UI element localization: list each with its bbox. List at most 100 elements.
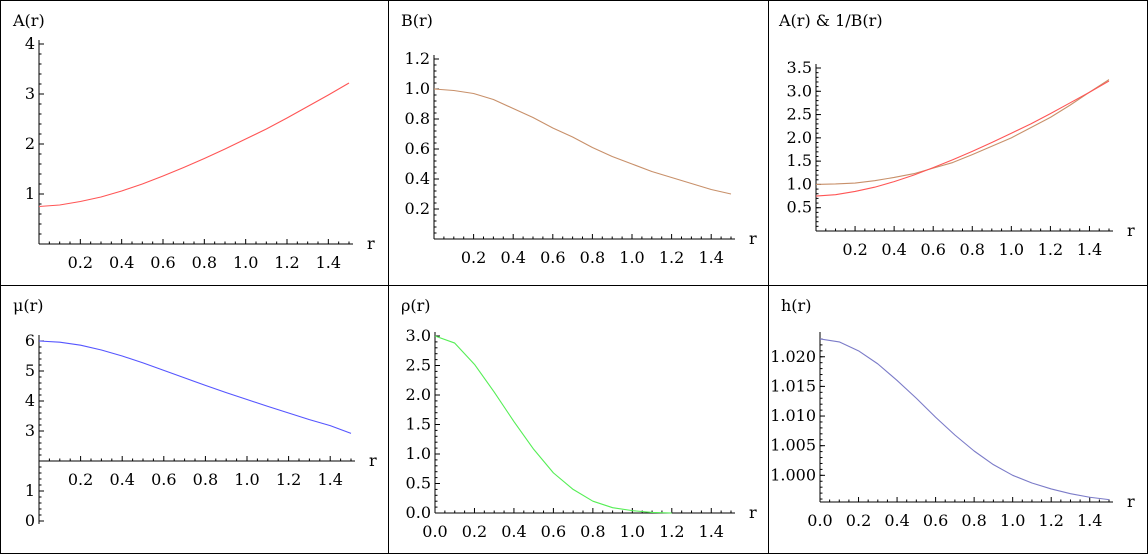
x-tick-label: 1.4 [316, 253, 341, 272]
x-tick-label: 1.0 [999, 240, 1024, 259]
y-tick-label: 0.6 [405, 139, 430, 158]
chart-title: A(r) [12, 11, 45, 30]
chart-svg: μ(r) r 0.2 0.4 0.6 0.8 1.0 1.2 1.4 0 1 3 4 5 6 [13, 296, 377, 530]
x-tick-label: 1.4 [317, 470, 342, 489]
y-tick-label: 0.0 [406, 503, 431, 522]
x-tick-label: 0.8 [193, 470, 218, 489]
series-line-1 [433, 88, 732, 195]
x-tick-label: 1.0 [233, 253, 258, 272]
x-tick-label: 0.4 [881, 240, 906, 259]
x-tick-label: 1.2 [276, 470, 301, 489]
x-tick-label: 1.4 [1077, 511, 1102, 530]
x-axis-label: r [1127, 221, 1135, 240]
y-tick-label: 3.5 [787, 58, 812, 77]
y-tick-label: 1.5 [787, 151, 812, 170]
x-tick-label: 0.6 [151, 470, 176, 489]
x-axis-label: r [1127, 492, 1135, 511]
chart-panel-6: h(r) r 0.0 0.2 0.4 0.6 0.8 1.0 1.2 1.4 1.000 1.005 1… [769, 286, 1148, 554]
x-tick-label: 0.2 [68, 470, 93, 489]
x-tick-label: 0.4 [501, 522, 526, 541]
x-tick-label: 1.2 [274, 253, 299, 272]
x-tick-label: 0.6 [541, 522, 566, 541]
chart-panel-3: A(r) & 1/B(r) r 0.2 0.4 0.6 0.8 1.0 1.2 1.4 0.5 1.… [769, 0, 1148, 286]
chart-title: μ(r) [13, 296, 44, 315]
y-tick-label: 1.010 [770, 406, 816, 425]
x-tick-label: 0.6 [923, 511, 948, 530]
x-tick-label: 0.6 [540, 248, 565, 267]
series-line-1 [38, 340, 352, 434]
y-tick-label: 2.0 [406, 385, 431, 404]
y-tick-label: 4 [25, 391, 35, 410]
x-tick-label: 0.8 [192, 253, 217, 272]
x-tick-label: 0.0 [807, 511, 832, 530]
y-tick-label: 1.000 [770, 465, 816, 484]
y-tick-label: 0.2 [405, 199, 430, 218]
chart-svg: h(r) r 0.0 0.2 0.4 0.6 0.8 1.0 1.2 1.4 1.000 1.005 1… [770, 296, 1135, 530]
chart-title: B(r) [401, 11, 433, 30]
chart-title: h(r) [781, 296, 811, 315]
x-tick-label: 1.0 [234, 470, 259, 489]
y-tick-label: 5 [25, 361, 35, 380]
x-tick-label: 0.4 [109, 470, 134, 489]
x-tick-label: 1.4 [1077, 240, 1102, 259]
x-tick-label: 0.4 [884, 511, 909, 530]
x-tick-label: 0.8 [580, 248, 605, 267]
x-tick-label: 0.2 [842, 240, 867, 259]
y-tick-label: 4 [25, 34, 35, 53]
series-line-1 [38, 82, 350, 208]
chart-title: ρ(r) [401, 296, 431, 315]
chart-svg: B(r) r 0.2 0.4 0.6 0.8 1.0 1.2 1.4 0.2 0.4 0.6 0.8 1.… [401, 11, 757, 267]
y-tick-label: 1.2 [405, 49, 430, 68]
y-tick-label: 1.0 [406, 444, 431, 463]
y-tick-label: 1.020 [770, 347, 816, 366]
x-tick-label: 1.2 [1038, 511, 1063, 530]
y-tick-label: 0.5 [406, 474, 431, 493]
y-tick-label: 2.5 [787, 105, 812, 124]
chart-panel-4: μ(r) r 0.2 0.4 0.6 0.8 1.0 1.2 1.4 0 1 3 4 5 6 [0, 286, 389, 554]
x-axis-label: r [369, 451, 377, 470]
x-tick-label: 1.0 [619, 248, 644, 267]
y-tick-label: 2.5 [406, 356, 431, 375]
x-tick-label: 0.2 [846, 511, 871, 530]
y-tick-label: 0.4 [405, 169, 430, 188]
series-line-1 [815, 79, 1110, 185]
y-tick-label: 0 [25, 511, 35, 530]
x-tick-label: 0.6 [920, 240, 945, 259]
y-tick-label: 2.0 [787, 128, 812, 147]
y-tick-label: 2 [25, 134, 35, 153]
x-tick-label: 0.2 [461, 248, 486, 267]
x-tick-label: 1.4 [698, 248, 723, 267]
chart-svg: A(r) & 1/B(r) r 0.2 0.4 0.6 0.8 1.0 1.2 1.4 0.5 1.… [778, 11, 1135, 259]
y-tick-label: 3.0 [406, 326, 431, 345]
chart-svg: ρ(r) r 0.0 0.2 0.4 0.6 0.8 1.0 1.2 1.4 0.0 0.5 1.0 1.… [401, 296, 757, 541]
x-tick-label: 1.2 [659, 522, 684, 541]
x-axis-label: r [749, 503, 757, 522]
y-tick-label: 3 [25, 84, 35, 103]
x-tick-label: 1.2 [659, 248, 684, 267]
x-tick-label: 1.4 [699, 522, 724, 541]
x-tick-label: 0.6 [150, 253, 175, 272]
x-tick-label: 1.0 [620, 522, 645, 541]
x-tick-label: 0.0 [422, 522, 447, 541]
y-tick-label: 1 [25, 184, 35, 203]
x-tick-label: 0.8 [580, 522, 605, 541]
y-tick-label: 1.5 [406, 415, 431, 434]
y-tick-label: 1.0 [787, 174, 812, 193]
y-tick-label: 1.0 [405, 79, 430, 98]
chart-panel-1: A(r) r 0.2 0.4 0.6 0.8 1.0 1.2 1.4 1 2 3 4 [0, 0, 389, 286]
chart-panel-2: B(r) r 0.2 0.4 0.6 0.8 1.0 1.2 1.4 0.2 0.4 0.6 0.8 1.… [389, 0, 769, 286]
chart-panel-5: ρ(r) r 0.0 0.2 0.4 0.6 0.8 1.0 1.2 1.4 0.0 0.5 1.0 1.… [389, 286, 769, 554]
chart-svg: A(r) r 0.2 0.4 0.6 0.8 1.0 1.2 1.4 1 2 3 4 [12, 11, 375, 272]
x-tick-label: 1.0 [1000, 511, 1025, 530]
y-tick-label: 1.005 [770, 436, 816, 455]
x-tick-label: 0.4 [500, 248, 525, 267]
series-line-1 [819, 338, 1110, 501]
y-tick-label: 1 [25, 481, 35, 500]
series-line-2 [815, 80, 1110, 197]
y-tick-label: 6 [25, 331, 35, 350]
y-tick-label: 3 [25, 421, 35, 440]
x-tick-label: 0.4 [109, 253, 134, 272]
y-tick-label: 3.0 [787, 81, 812, 100]
x-tick-label: 0.2 [462, 522, 487, 541]
